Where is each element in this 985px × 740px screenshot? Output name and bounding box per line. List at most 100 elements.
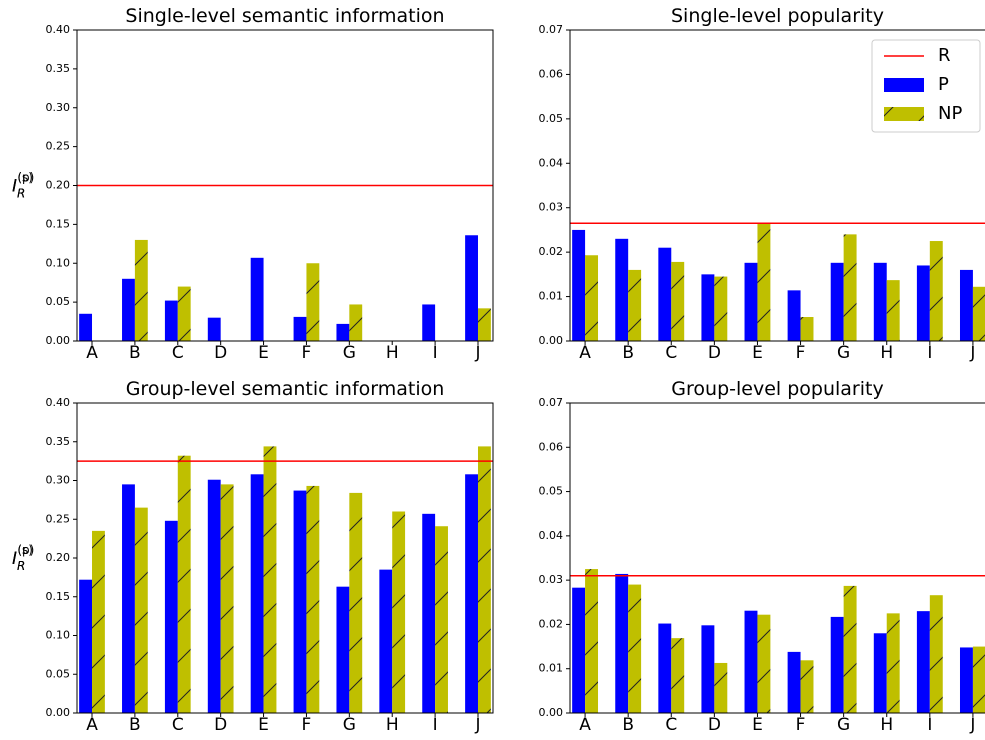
y-tick-label: 0.10 [46,256,71,269]
y-label-main: I [12,177,17,197]
bar [422,304,436,341]
bar [572,229,586,341]
bar [435,526,448,713]
bar [250,474,264,713]
bar [134,239,148,341]
x-tick-label: A [86,715,98,735]
x-tick-label: J [969,343,975,363]
x-tick-label: G [837,715,850,735]
bar [843,585,857,713]
bar [349,492,363,713]
bar [306,263,320,341]
bar [134,507,148,713]
y-label-sub: R [17,559,25,573]
x-tick-label: F [302,343,312,363]
axes-frame [76,29,494,342]
x-tick-label: F [796,715,806,735]
y-tick-label: 0.35 [46,435,71,448]
x-tick-label: I [433,715,438,735]
y-tick-label: 0.10 [46,629,71,642]
y-label-main: I [12,549,17,569]
bar [392,511,406,713]
x-tick-label: E [752,343,763,363]
x-tick-label: H [880,715,893,735]
bar [177,455,191,713]
y-label-sub: R [17,559,25,573]
bar [164,300,178,341]
x-tick-label: E [258,343,269,363]
y-tick-label: 0.06 [539,67,564,80]
chart-title: Group-level popularity [671,378,883,400]
x-tick-label: D [708,715,721,735]
bar [972,646,985,713]
y-tick-label: 0.25 [46,140,71,153]
y-tick-label: 0.25 [46,512,71,525]
bar [929,595,943,713]
x-tick-label: J [474,343,480,363]
bar [628,584,642,713]
bar [177,286,191,341]
bar [800,317,814,341]
chart-title: Single-level semantic information [125,5,444,27]
x-tick-label: B [622,343,634,363]
x-tick-label: A [86,343,98,363]
y-label-sup: (p) [17,171,34,185]
axes-frame [569,402,985,714]
x-tick-label: H [386,715,399,735]
x-tick-label: I [927,343,932,363]
bar [714,662,728,713]
y-tick-label: 0.02 [539,245,564,258]
bar [477,308,491,341]
y-tick-label: 0.00 [46,706,71,719]
x-tick-label: C [665,343,677,363]
bar [293,490,307,713]
subplot: Single-level popularity 0.00 0.01 0.02 0.03 0… [12,5,985,363]
bar [671,261,685,341]
bar [615,573,629,713]
x-tick-label: D [214,715,227,735]
bar [916,265,930,341]
y-tick-label: 0.15 [46,217,71,230]
y-axis-label: IR (p) [12,543,34,573]
bar [349,304,363,341]
bar [336,586,350,713]
y-axis-label: IR (s) [12,543,33,573]
x-tick-label: G [343,343,356,363]
x-tick-label: C [665,715,677,735]
y-tick-label: 0.01 [539,290,564,303]
legend-swatch [884,78,924,92]
y-tick-label: 0.35 [46,62,71,75]
x-tick-label: B [129,343,141,363]
x-tick-label: I [927,715,932,735]
y-tick-label: 0.05 [539,112,564,125]
bar [336,323,350,341]
y-tick-label: 0.40 [46,396,71,409]
bar [658,623,672,713]
bar [787,290,801,341]
y-label-sub: R [17,187,25,201]
bar [122,484,135,713]
y-tick-label: 0.01 [539,662,564,675]
x-tick-label: G [343,715,356,735]
legend-swatch [884,107,924,121]
y-tick-label: 0.15 [46,590,71,603]
y-axis-label: IR (p) [12,171,34,201]
bar [306,485,320,713]
y-tick-label: 0.03 [539,573,564,586]
y-tick-label: 0.05 [46,667,71,680]
y-tick-label: 0.00 [539,334,564,347]
bar [477,446,491,713]
bar [671,638,685,713]
bar [379,569,393,713]
legend: RP NP [871,39,981,133]
bar [714,276,728,341]
legend-label: P [938,74,949,95]
bar [220,484,234,713]
bar [615,238,629,341]
x-tick-label: B [129,715,141,735]
bar [465,235,478,341]
y-tick-label: 0.05 [539,485,564,498]
y-tick-label: 0.06 [539,440,564,453]
y-axis-label: IR (s) [12,171,33,201]
